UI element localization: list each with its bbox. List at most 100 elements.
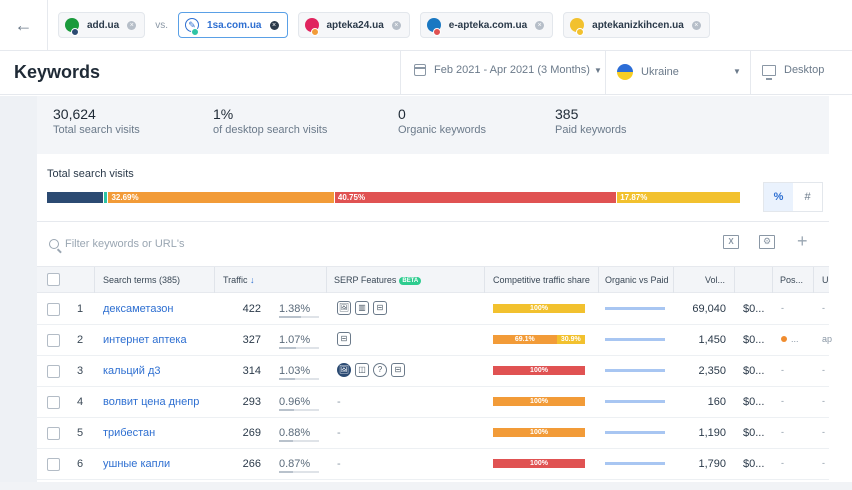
divider <box>813 267 814 293</box>
divider <box>37 221 829 222</box>
row-number: 6 <box>77 458 84 470</box>
column-serp-label: SERP Features <box>334 275 397 285</box>
traffic-share: 0.88% <box>279 427 311 439</box>
volume-value: 160 <box>707 396 726 408</box>
stat-label: Total search visits <box>53 124 140 136</box>
serp-feature-icon[interactable]: ⊟ <box>373 301 387 315</box>
row-checkbox[interactable] <box>47 458 60 471</box>
table-row: 3 кальций д3 314 1.03% 🖼 ◫? ⊟ 100% 2,350 $0... - - <box>37 356 829 387</box>
position-value: - <box>781 396 784 406</box>
keyword-link[interactable]: ушные капли <box>103 458 171 470</box>
cpc-value: $0... <box>743 396 765 408</box>
position-value: - <box>781 365 784 375</box>
volume-value: 1,450 <box>698 334 726 346</box>
traffic-share: 0.96% <box>279 396 311 408</box>
remove-competitor-icon[interactable]: × <box>269 20 279 30</box>
cpc-value: $0... <box>743 458 765 470</box>
back-button[interactable]: ← <box>0 0 48 50</box>
serp-feature-icon[interactable]: 🖼 <box>337 363 351 377</box>
competitor-chip[interactable]: ✎ 1sa.com.ua × <box>178 12 288 38</box>
keyword-link[interactable]: интернет аптека <box>103 334 187 346</box>
table-header: Search terms (385) Traffic ↓ SERP Featur… <box>37 266 829 293</box>
column-traffic[interactable]: Traffic ↓ <box>223 275 255 285</box>
table-row: 4 волвит цена днепр 293 0.96% - 100% 160 $0... -… <box>37 387 829 418</box>
divider <box>326 267 327 293</box>
position-text: - <box>781 458 784 468</box>
stat-label: Organic keywords <box>398 124 487 136</box>
serp-feature-icon[interactable]: ◫ <box>355 363 369 377</box>
serp-feature-icon[interactable]: ⊟ <box>337 332 351 346</box>
competitive-share-bar: 69.1% 30.9% <box>493 335 585 344</box>
excel-export-icon[interactable]: X <box>723 235 739 249</box>
column-serp-features[interactable]: SERP Features BETA <box>334 275 422 285</box>
traffic-value: 327 <box>242 334 261 346</box>
competitor-name: add.ua <box>87 19 120 31</box>
remove-competitor-icon[interactable]: × <box>127 20 137 30</box>
competitor-chip[interactable]: add.ua × <box>58 12 146 38</box>
row-number: 2 <box>77 334 84 346</box>
position-dot <box>781 336 787 342</box>
select-all-checkbox[interactable] <box>47 273 60 286</box>
traffic-share-fill <box>279 316 301 318</box>
serp-features: 🖼 ◫? ⊟ <box>337 363 405 377</box>
serp-feature-icon[interactable]: 🖼 <box>337 301 351 315</box>
serp-feature-icon[interactable]: ▥ <box>355 301 369 315</box>
serp-feature-icon[interactable]: ? <box>373 363 387 377</box>
divider <box>94 267 95 293</box>
bottom-edge <box>0 482 852 490</box>
position-value: - <box>781 458 784 468</box>
column-organic-vs-paid[interactable]: Organic vs Paid <box>605 275 669 285</box>
chevron-down-icon[interactable]: ▼ <box>733 67 741 76</box>
serp-empty: - <box>337 458 341 470</box>
traffic-share-fill <box>279 440 293 442</box>
row-checkbox[interactable] <box>47 365 60 378</box>
organic-vs-paid-bar <box>605 369 665 372</box>
keyword-link[interactable]: трибестан <box>103 427 156 439</box>
column-settings-icon[interactable]: ⚙ <box>759 235 775 249</box>
column-search-terms[interactable]: Search terms (385) <box>103 275 181 285</box>
traffic-share-bar <box>279 440 319 442</box>
keyword-filter[interactable]: Filter keywords or URL's <box>49 238 184 250</box>
column-position[interactable]: Pos... <box>780 275 804 285</box>
add-icon[interactable]: + <box>797 231 808 251</box>
serp-feature-icon[interactable]: ⊟ <box>391 363 405 377</box>
column-url[interactable]: U <box>822 275 829 285</box>
position-text: - <box>781 396 784 406</box>
device-selector[interactable]: Desktop <box>762 64 824 80</box>
competitor-chip[interactable]: e-apteka.com.ua × <box>419 12 554 38</box>
share-segment: 32.69% <box>108 192 335 203</box>
competitor-chip[interactable]: apteka24.ua × <box>297 12 410 38</box>
organic-vs-paid-bar <box>605 338 665 341</box>
keyword-link[interactable]: кальций д3 <box>103 365 161 377</box>
keyword-link[interactable]: волвит цена днепр <box>103 396 200 408</box>
divider <box>605 51 606 95</box>
remove-competitor-icon[interactable]: × <box>535 20 545 30</box>
percent-toggle-button[interactable]: % <box>764 183 793 211</box>
column-competitive-share[interactable]: Competitive traffic share <box>493 275 590 285</box>
row-checkbox[interactable] <box>47 427 60 440</box>
country-selector[interactable]: Ukraine <box>617 64 679 80</box>
row-checkbox[interactable] <box>47 334 60 347</box>
remove-competitor-icon[interactable]: × <box>691 20 701 30</box>
volume-value: 1,190 <box>698 427 726 439</box>
row-checkbox[interactable] <box>47 303 60 316</box>
count-toggle-button[interactable]: # <box>804 191 811 203</box>
traffic-share: 1.07% <box>279 334 311 346</box>
traffic-share-bar <box>279 316 319 318</box>
position-text: - <box>781 365 784 375</box>
column-volume[interactable]: Vol... <box>705 275 726 285</box>
row-checkbox[interactable] <box>47 396 60 409</box>
competitive-share-segment: 100% <box>493 304 585 313</box>
cpc-value: $0... <box>743 365 765 377</box>
competitor-chip[interactable]: aptekanizkihcen.ua × <box>563 12 710 38</box>
date-range-picker[interactable]: Feb 2021 - Apr 2021 (3 Months) ▼ <box>414 64 602 76</box>
traffic-share-fill <box>279 347 297 349</box>
column-traffic-label: Traffic <box>223 275 248 285</box>
keyword-link[interactable]: дексаметазон <box>103 303 174 315</box>
url-value: - <box>822 303 825 313</box>
serp-features: ⊟ <box>337 332 351 346</box>
remove-competitor-icon[interactable]: × <box>391 20 401 30</box>
cpc-value: $0... <box>743 303 765 315</box>
stat-paid-keywords: 385 Paid keywords <box>555 106 627 136</box>
date-range-label: Feb 2021 - Apr 2021 (3 Months) <box>434 64 590 76</box>
